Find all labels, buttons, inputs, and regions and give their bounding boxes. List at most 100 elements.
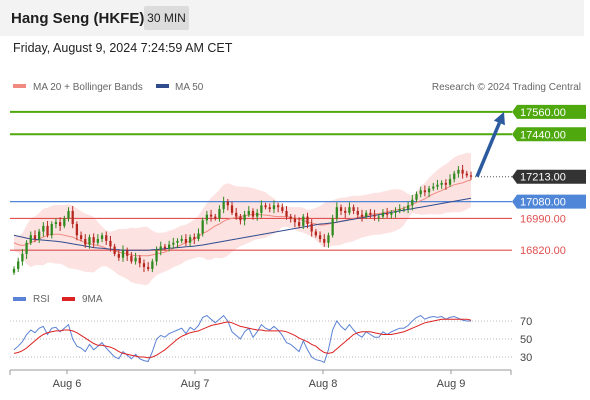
candle-body	[394, 210, 397, 213]
candle	[172, 237, 175, 249]
candle	[71, 206, 74, 229]
candle-body	[42, 225, 45, 232]
candle-body	[386, 212, 389, 215]
candle	[117, 250, 120, 261]
candle-body	[46, 225, 49, 236]
candle	[21, 249, 24, 266]
support-label: 16820.00	[520, 245, 566, 257]
candle	[386, 207, 389, 218]
candle-body	[360, 214, 364, 217]
candle	[432, 182, 435, 191]
candle	[344, 207, 347, 218]
candle-body	[33, 235, 37, 239]
candle-body	[193, 237, 196, 239]
rsi-panel: 70 50 30	[10, 314, 532, 364]
candle-body	[222, 201, 225, 210]
resistance-label-box	[512, 104, 586, 119]
candle	[276, 202, 280, 213]
candle-body	[235, 212, 238, 217]
candle-body	[264, 205, 267, 208]
candle	[281, 203, 284, 214]
candle	[339, 204, 343, 216]
candle-body	[318, 235, 322, 239]
candle-body	[188, 237, 192, 243]
candle	[444, 179, 447, 190]
candle	[226, 198, 229, 211]
candle	[247, 206, 250, 217]
candle-body	[29, 235, 32, 243]
candle	[75, 221, 79, 241]
candle-body	[167, 244, 171, 249]
support-label: 16990.00	[520, 213, 566, 225]
candle	[113, 243, 116, 257]
candle-body	[293, 218, 297, 223]
candle	[105, 231, 108, 245]
candle	[138, 255, 141, 268]
candle	[457, 166, 460, 178]
candle	[188, 234, 192, 247]
candle	[38, 228, 41, 244]
candle-body	[180, 238, 183, 241]
candle-body	[323, 238, 326, 243]
candle-body	[247, 210, 250, 215]
pivot-label: 17080.00	[520, 197, 566, 209]
x-tick-label: Aug 8	[309, 378, 338, 390]
candle	[314, 228, 318, 238]
candle	[42, 222, 45, 237]
candle	[302, 213, 305, 230]
resistance-label-box	[512, 127, 586, 142]
candle	[436, 179, 439, 190]
candle-body	[251, 210, 255, 217]
candle-body	[461, 169, 464, 174]
candle-body	[142, 263, 146, 268]
instrument-title: Hang Seng (HKFE)	[11, 10, 145, 27]
candle-body	[54, 222, 58, 225]
candle	[201, 217, 204, 237]
candle	[230, 201, 234, 216]
candle	[163, 243, 167, 251]
candle-body	[201, 220, 204, 234]
candle-body	[12, 268, 16, 273]
forecast-arrow-shaft	[475, 122, 502, 178]
candle-body	[314, 231, 318, 236]
candle	[293, 214, 297, 228]
candle	[167, 240, 171, 252]
candle	[17, 257, 20, 273]
candle	[268, 203, 271, 213]
rsi-tick-label: 70	[520, 316, 532, 328]
candle	[469, 171, 473, 180]
candle-body	[214, 216, 217, 219]
candle	[318, 231, 322, 243]
candle-body	[105, 235, 108, 241]
candle	[348, 202, 351, 216]
candle-body	[134, 257, 137, 262]
candle	[360, 209, 364, 222]
interval-button[interactable]: 30 MIN	[144, 6, 189, 30]
candle-body	[205, 214, 209, 221]
candle-body	[109, 240, 112, 247]
candle	[243, 210, 246, 226]
candle	[151, 258, 154, 273]
candle-body	[184, 238, 188, 243]
candle	[402, 206, 406, 213]
candle-body	[256, 212, 259, 217]
candle-body	[230, 205, 234, 213]
candle	[461, 164, 464, 179]
price-level-labels: 17560.00 17440.00 17213.00 17080.00 16990.00…	[512, 104, 586, 257]
candle	[310, 219, 313, 237]
candle-body	[130, 255, 133, 262]
candle	[50, 221, 53, 239]
candlesticks	[12, 164, 473, 275]
candle	[130, 252, 133, 264]
candle	[335, 202, 338, 222]
candle-body	[272, 205, 276, 210]
candle	[96, 234, 99, 245]
candle-body	[352, 207, 355, 211]
forecast-arrow-head	[493, 111, 505, 126]
candle	[109, 235, 112, 252]
candle-body	[21, 253, 24, 262]
x-axis: Aug 6 Aug 7 Aug 8 Aug 9	[9, 369, 512, 390]
candle-body	[381, 212, 385, 217]
candle-body	[163, 246, 167, 249]
candle-body	[373, 214, 376, 217]
